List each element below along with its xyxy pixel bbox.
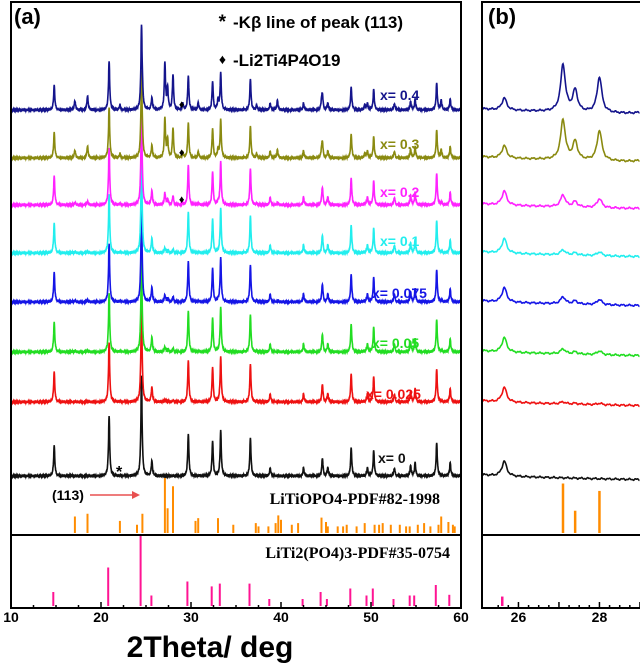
trace-b-0.1 bbox=[481, 237, 640, 259]
legend-kbeta-text: -Kβ line of peak (113) bbox=[233, 13, 403, 32]
panel-a-label: (a) bbox=[14, 4, 41, 29]
trace-a-0.4 bbox=[10, 24, 462, 114]
tick-label-b: 28 bbox=[592, 609, 608, 625]
legend-kbeta-symbol: * bbox=[219, 12, 227, 33]
tick-label-a: 60 bbox=[453, 609, 469, 625]
series-label: x= 0.2 bbox=[380, 184, 420, 200]
legend-impurity-symbol: ♦ bbox=[219, 51, 226, 67]
tick-label-a: 30 bbox=[183, 609, 199, 625]
tick-label-a: 20 bbox=[93, 609, 109, 625]
panel-b-label: (b) bbox=[488, 4, 516, 29]
trace-a-0.1 bbox=[10, 154, 462, 257]
trace-b-0.4 bbox=[481, 62, 640, 115]
reference-bars bbox=[52, 478, 601, 606]
x-axis-title: 2Theta/ deg bbox=[127, 631, 294, 664]
impurity-diamond: ♦ bbox=[179, 194, 185, 206]
impurity-markers: ♦ ♦ ♦ bbox=[179, 99, 185, 206]
series-label: x= 0.025 bbox=[366, 386, 421, 402]
ref2-label: LiTi2(PO4)3-PDF#35-0754 bbox=[265, 545, 450, 562]
legend-impurity-text: -Li2Ti4P4O19 bbox=[233, 51, 340, 70]
tick-label-a: 40 bbox=[273, 609, 289, 625]
trace-b-0.2 bbox=[481, 189, 640, 210]
series-label: x= 0.4 bbox=[380, 87, 420, 103]
ref1-label: LiTiOPO4-PDF#82-1998 bbox=[270, 491, 440, 508]
trace-b-0.075 bbox=[481, 286, 640, 308]
panel-b-traces bbox=[481, 62, 640, 482]
trace-b-0.3 bbox=[481, 117, 640, 163]
series-label: x= 0.05 bbox=[372, 335, 419, 351]
tick-label-a: 50 bbox=[363, 609, 379, 625]
tick-label-b: 26 bbox=[511, 609, 527, 625]
kbeta-marker: * bbox=[116, 464, 123, 481]
peak-113-label: (113) bbox=[52, 487, 84, 503]
trace-b-0 bbox=[481, 460, 640, 482]
series-label: x= 0 bbox=[378, 450, 406, 466]
panel-b-frame bbox=[481, 1, 640, 609]
series-label: x= 0.075 bbox=[372, 285, 427, 301]
frames bbox=[10, 1, 640, 609]
series-labels: x= 0.4 x= 0.3 x= 0.2 x= 0.1 x= 0.075 x= 0.05 x… bbox=[366, 87, 427, 466]
axis-ticks: 10 20 30 40 50 60 26 28 bbox=[3, 602, 640, 625]
peak-113-arrowhead bbox=[132, 491, 140, 499]
trace-b-0.025 bbox=[481, 386, 640, 408]
trace-a-0.05 bbox=[10, 253, 462, 356]
trace-a-0.025 bbox=[10, 302, 462, 406]
impurity-diamond: ♦ bbox=[179, 147, 185, 159]
series-label: x= 0.1 bbox=[380, 233, 420, 249]
trace-a-0 bbox=[10, 375, 462, 480]
trace-a-0.3 bbox=[10, 70, 462, 162]
panel-a-traces bbox=[10, 24, 462, 480]
trace-a-0.075 bbox=[10, 203, 462, 306]
impurity-diamond: ♦ bbox=[179, 99, 185, 111]
trace-a-0.2 bbox=[10, 108, 462, 209]
series-label: x= 0.3 bbox=[380, 136, 420, 152]
trace-b-0.05 bbox=[481, 336, 640, 358]
tick-label-a: 10 bbox=[3, 609, 19, 625]
